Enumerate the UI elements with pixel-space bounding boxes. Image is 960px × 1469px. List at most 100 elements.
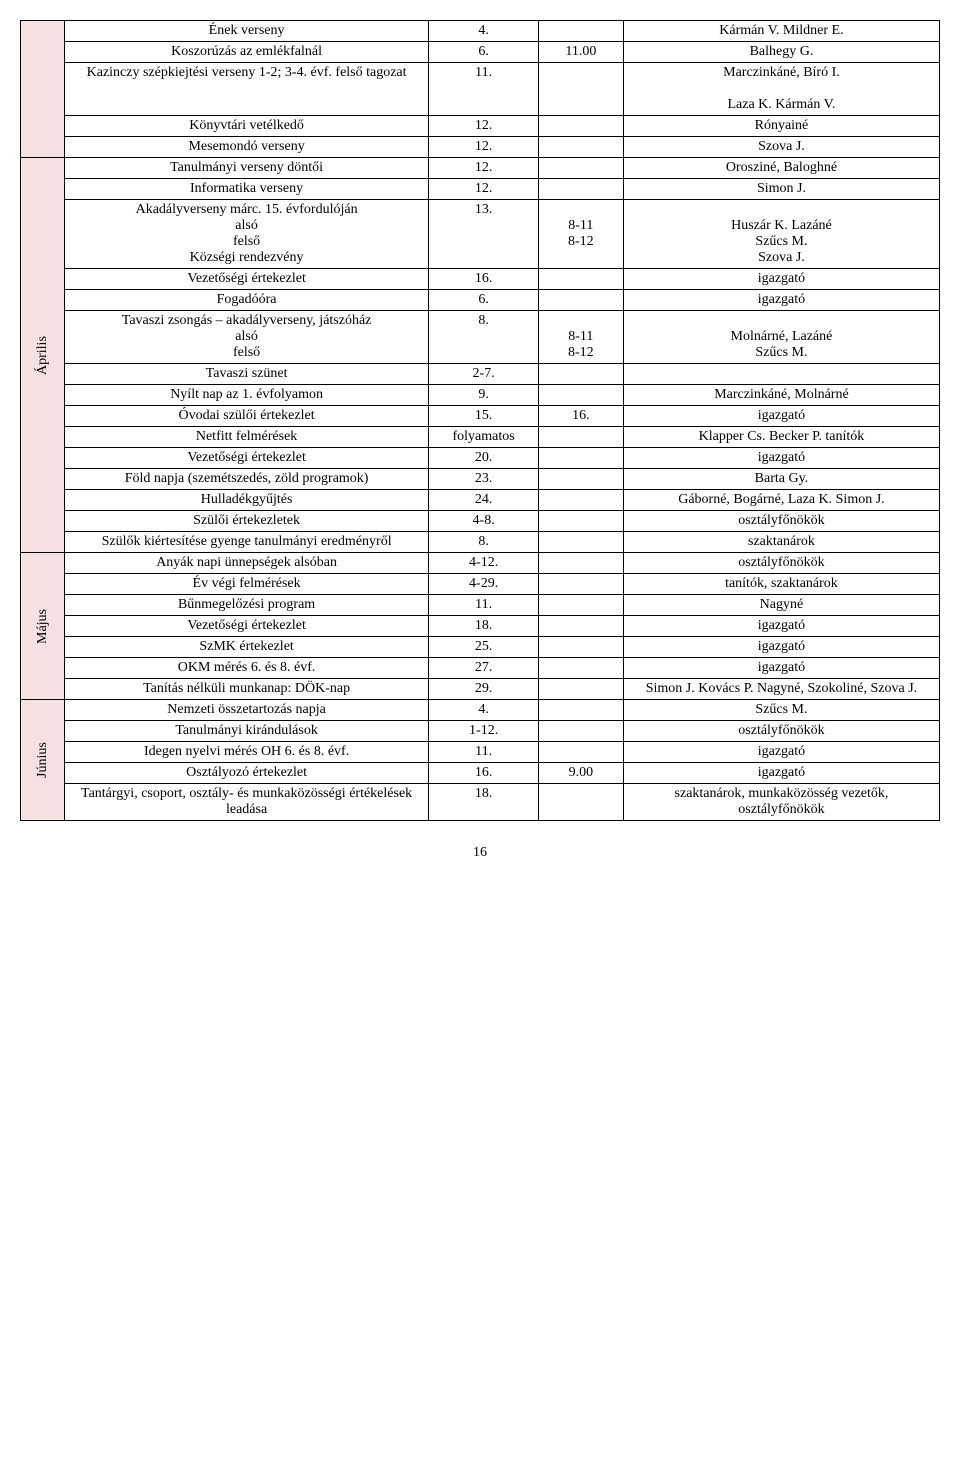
time-cell [538, 658, 623, 679]
event-cell: Vezetőségi értekezlet [64, 269, 429, 290]
event-cell: Osztályozó értekezlet [64, 763, 429, 784]
responsible-cell: Barta Gy. [623, 469, 939, 490]
table-row: OKM mérés 6. és 8. évf.27.igazgató [21, 658, 940, 679]
time-cell: 9.00 [538, 763, 623, 784]
time-cell [538, 595, 623, 616]
date-cell: 12. [429, 137, 538, 158]
time-cell [538, 290, 623, 311]
table-row: Vezetőségi értekezlet20.igazgató [21, 448, 940, 469]
time-cell [538, 490, 623, 511]
date-cell: 24. [429, 490, 538, 511]
time-cell: 8-11 8-12 [538, 200, 623, 269]
event-cell: Akadályverseny márc. 15. évfordulóján al… [64, 200, 429, 269]
event-cell: Tanítás nélküli munkanap: DÖK-nap [64, 679, 429, 700]
table-row: Tavaszi szünet2-7. [21, 364, 940, 385]
event-cell: Tanulmányi verseny döntői [64, 158, 429, 179]
table-row: MájusAnyák napi ünnepségek alsóban4-12.o… [21, 553, 940, 574]
responsible-cell: Marczinkáné, Molnárné [623, 385, 939, 406]
time-cell [538, 137, 623, 158]
responsible-cell: tanítók, szaktanárok [623, 574, 939, 595]
responsible-cell: Simon J. [623, 179, 939, 200]
time-cell [538, 116, 623, 137]
date-cell: 25. [429, 637, 538, 658]
table-row: Idegen nyelvi mérés OH 6. és 8. évf.11.i… [21, 742, 940, 763]
responsible-cell: Balhegy G. [623, 42, 939, 63]
table-row: Netfitt felmérésekfolyamatosKlapper Cs. … [21, 427, 940, 448]
responsible-cell: Simon J. Kovács P. Nagyné, Szokoliné, Sz… [623, 679, 939, 700]
month-cell [21, 21, 65, 158]
time-cell [538, 269, 623, 290]
time-cell [538, 532, 623, 553]
time-cell [538, 574, 623, 595]
responsible-cell: Nagyné [623, 595, 939, 616]
event-cell: Ének verseny [64, 21, 429, 42]
event-cell: Fogadóóra [64, 290, 429, 311]
time-cell [538, 469, 623, 490]
table-row: Könyvtári vetélkedő12.Rónyainé [21, 116, 940, 137]
table-row: Év végi felmérések4-29.tanítók, szaktaná… [21, 574, 940, 595]
event-cell: Mesemondó verseny [64, 137, 429, 158]
date-cell: 18. [429, 784, 538, 821]
event-cell: Netfitt felmérések [64, 427, 429, 448]
event-cell: Idegen nyelvi mérés OH 6. és 8. évf. [64, 742, 429, 763]
date-cell: 4-12. [429, 553, 538, 574]
responsible-cell: igazgató [623, 448, 939, 469]
responsible-cell: szaktanárok, munkaközösség vezetők, oszt… [623, 784, 939, 821]
table-row: Szülők kiértesítése gyenge tanulmányi er… [21, 532, 940, 553]
table-row: SzMK értekezlet25.igazgató [21, 637, 940, 658]
time-cell [538, 721, 623, 742]
time-cell [538, 637, 623, 658]
event-cell: Informatika verseny [64, 179, 429, 200]
event-cell: Nemzeti összetartozás napja [64, 700, 429, 721]
time-cell [538, 616, 623, 637]
responsible-cell: osztályfőnökök [623, 721, 939, 742]
table-row: ÁprilisTanulmányi verseny döntői12.Orosz… [21, 158, 940, 179]
date-cell: 6. [429, 290, 538, 311]
date-cell: 12. [429, 179, 538, 200]
event-cell: Kazinczy szépkiejtési verseny 1-2; 3-4. … [64, 63, 429, 116]
table-row: Föld napja (szemétszedés, zöld programok… [21, 469, 940, 490]
date-cell: 27. [429, 658, 538, 679]
event-cell: Óvodai szülői értekezlet [64, 406, 429, 427]
table-row: Bűnmegelőzési program11.Nagyné [21, 595, 940, 616]
event-cell: OKM mérés 6. és 8. évf. [64, 658, 429, 679]
event-cell: SzMK értekezlet [64, 637, 429, 658]
table-row: Tanítás nélküli munkanap: DÖK-nap29.Simo… [21, 679, 940, 700]
event-cell: Bűnmegelőzési program [64, 595, 429, 616]
table-row: Fogadóóra6. igazgató [21, 290, 940, 311]
time-cell [538, 158, 623, 179]
date-cell: folyamatos [429, 427, 538, 448]
date-cell: 6. [429, 42, 538, 63]
time-cell [538, 784, 623, 821]
responsible-cell [623, 364, 939, 385]
event-cell: Vezetőségi értekezlet [64, 616, 429, 637]
responsible-cell: Kármán V. Mildner E. [623, 21, 939, 42]
date-cell: 4. [429, 21, 538, 42]
responsible-cell: szaktanárok [623, 532, 939, 553]
month-cell: Június [21, 700, 65, 821]
event-cell: Nyílt nap az 1. évfolyamon [64, 385, 429, 406]
time-cell: 16. [538, 406, 623, 427]
responsible-cell: Rónyainé [623, 116, 939, 137]
time-cell [538, 385, 623, 406]
table-row: JúniusNemzeti összetartozás napja4.Szűcs… [21, 700, 940, 721]
date-cell: 8. [429, 532, 538, 553]
responsible-cell: igazgató [623, 290, 939, 311]
event-cell: Szülők kiértesítése gyenge tanulmányi er… [64, 532, 429, 553]
table-row: Óvodai szülői értekezlet15.16.igazgató [21, 406, 940, 427]
responsible-cell: Marczinkáné, Bíró I. Laza K. Kármán V. [623, 63, 939, 116]
event-cell: Könyvtári vetélkedő [64, 116, 429, 137]
event-cell: Koszorúzás az emlékfalnál [64, 42, 429, 63]
time-cell [538, 700, 623, 721]
date-cell: 9. [429, 385, 538, 406]
table-row: Vezetőségi értekezlet18.igazgató [21, 616, 940, 637]
table-row: Akadályverseny márc. 15. évfordulóján al… [21, 200, 940, 269]
responsible-cell: igazgató [623, 742, 939, 763]
event-cell: Föld napja (szemétszedés, zöld programok… [64, 469, 429, 490]
responsible-cell: Szova J. [623, 137, 939, 158]
date-cell: 4-29. [429, 574, 538, 595]
responsible-cell: igazgató [623, 616, 939, 637]
time-cell [538, 179, 623, 200]
page-number: 16 [20, 845, 940, 861]
table-row: Vezetőségi értekezlet16.igazgató [21, 269, 940, 290]
